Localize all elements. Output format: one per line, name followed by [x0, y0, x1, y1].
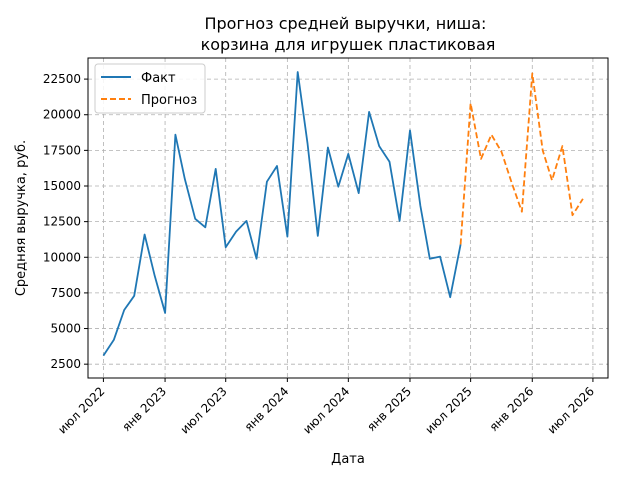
series-line-forecast [459, 72, 584, 245]
series-line-fact [102, 71, 462, 357]
x-axis-label: Дата [331, 452, 365, 467]
y-tick-label: 17500 [43, 143, 81, 157]
y-tick-label: 15000 [43, 179, 81, 193]
chart-title: Прогноз средней выручки, ниша: корзина д… [201, 14, 496, 54]
y-tick-label: 12500 [43, 215, 81, 229]
chart-title-line-1: Прогноз средней выручки, ниша: [204, 14, 486, 33]
legend-label-fact: Факт [141, 71, 176, 86]
legend-label-forecast: Прогноз [141, 93, 197, 108]
y-axis-ticks: 2500 5000 7500 10000 12500 15000 17500 20000 225… [43, 72, 88, 371]
y-tick-label: 5000 [50, 322, 81, 336]
y-tick-label: 20000 [43, 108, 81, 122]
series-layer [102, 71, 584, 357]
chart-title-line-2: корзина для игрушек пластиковая [201, 35, 496, 54]
y-tick-label: 7500 [50, 286, 81, 300]
legend: Факт Прогноз [94, 63, 206, 114]
y-tick-label: 10000 [43, 250, 81, 264]
y-tick-label: 22500 [43, 72, 81, 86]
y-axis-label: Средняя выручка, руб. [14, 140, 29, 296]
y-tick-label: 2500 [50, 357, 81, 371]
